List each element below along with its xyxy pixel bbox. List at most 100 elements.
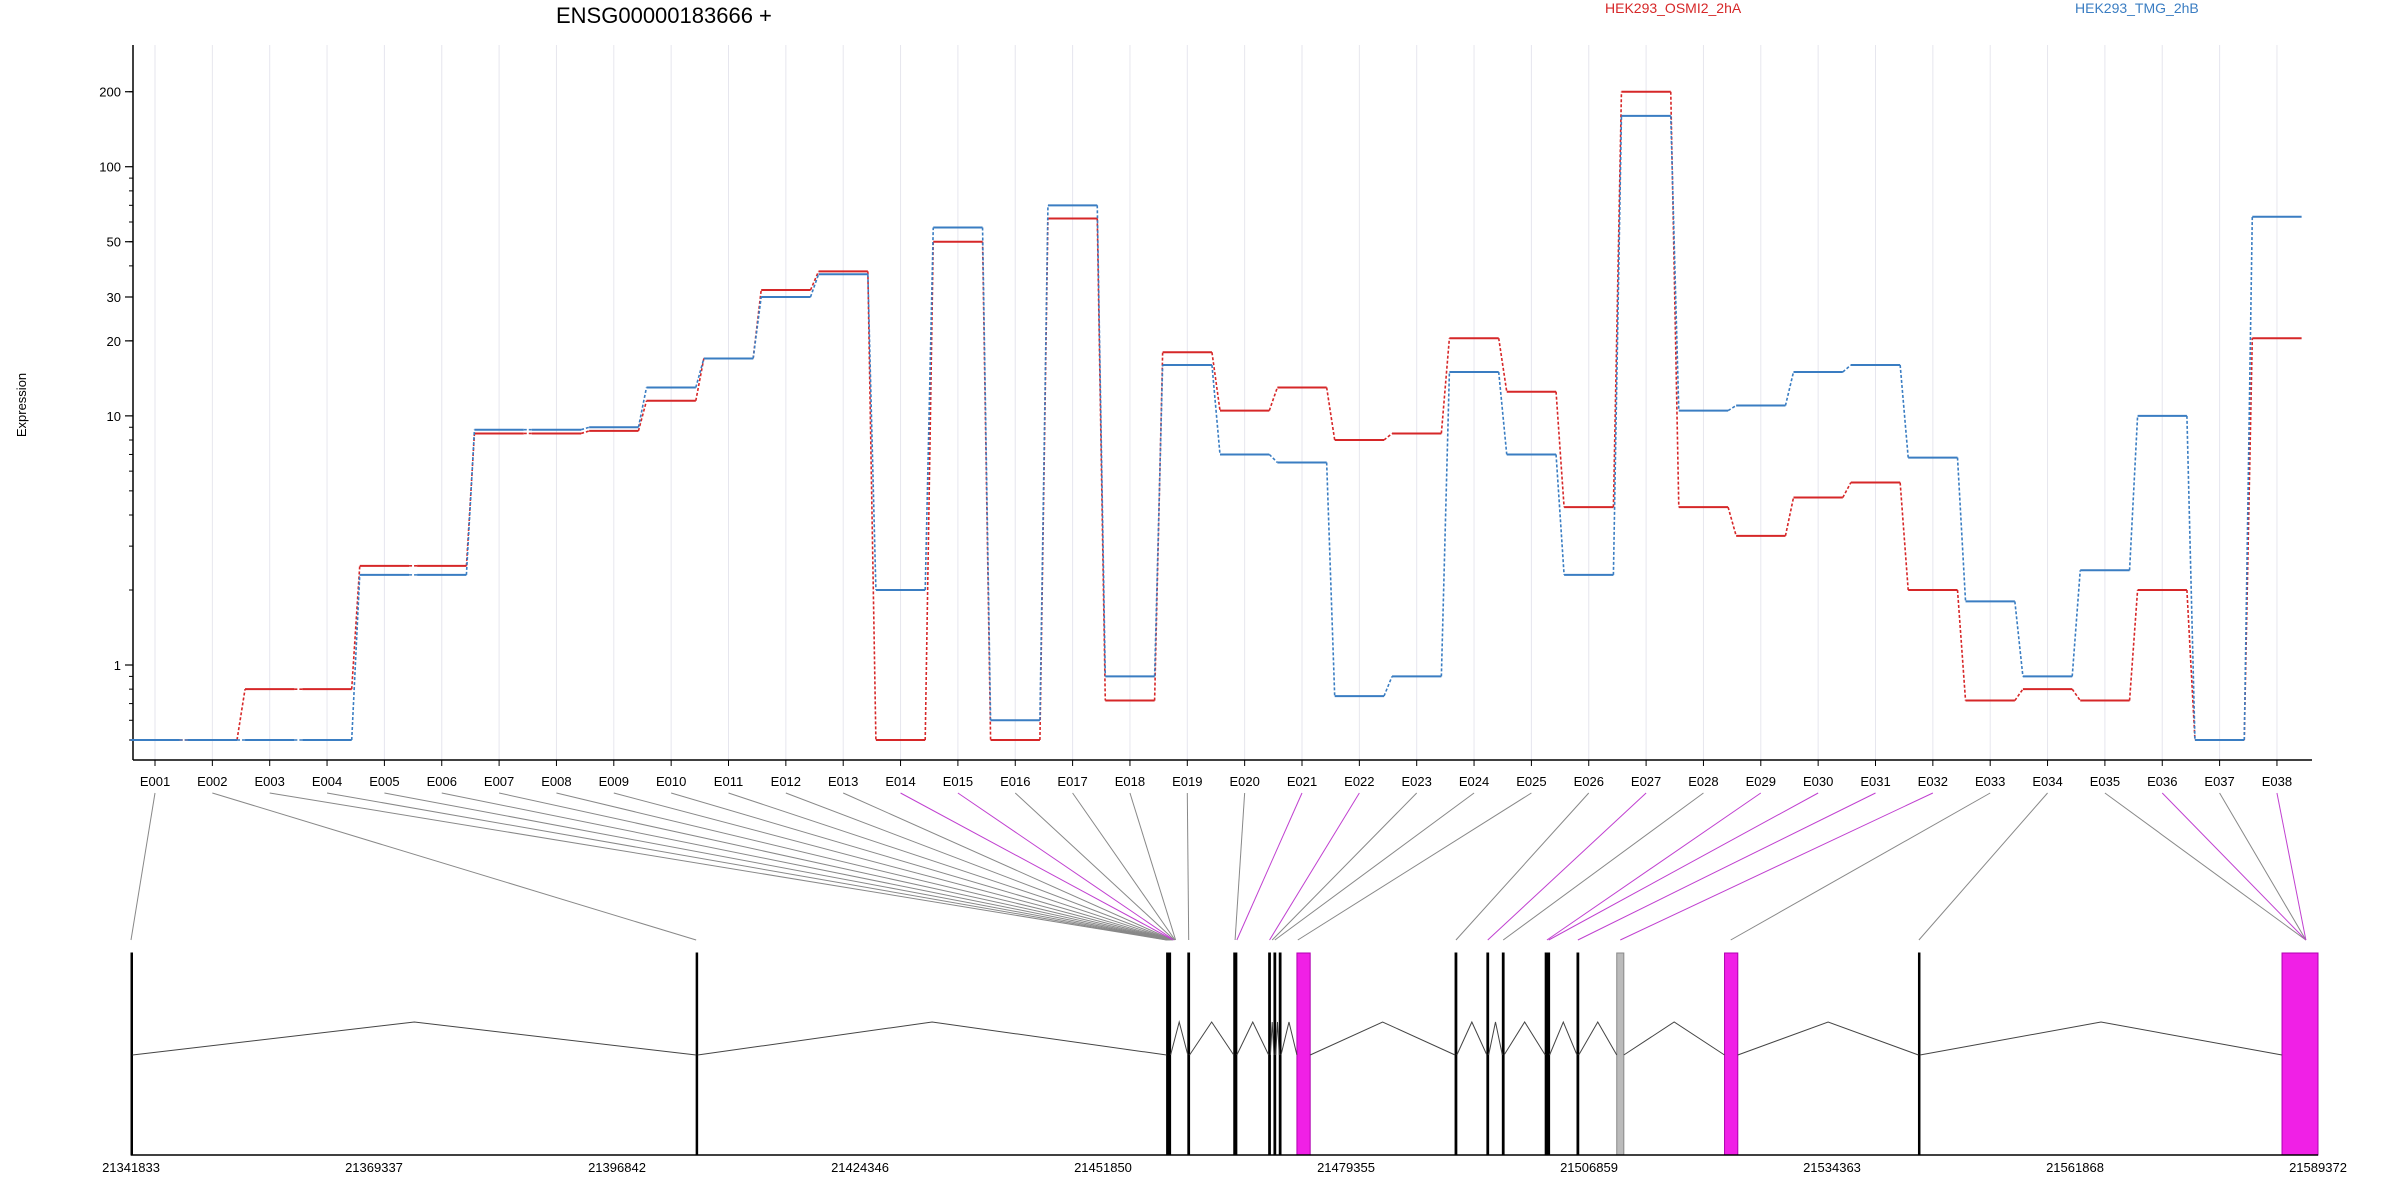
coordinate-label-4: 21424346 — [831, 1160, 889, 1175]
series-1-transition — [924, 241, 935, 741]
exon-block-15 — [1616, 952, 1625, 1156]
series-1-transition — [2071, 688, 2081, 702]
connector-e026 — [1455, 792, 1590, 941]
x-tick-label-e012: E012 — [771, 774, 801, 789]
x-tick-label-e016: E016 — [1000, 774, 1030, 789]
intron-5 — [1236, 1020, 1270, 1056]
connector-e032 — [1620, 792, 1934, 941]
x-tick-label-e024: E024 — [1459, 774, 1489, 789]
connector-e005 — [384, 792, 1168, 941]
vertical-gridlines — [154, 45, 2278, 760]
series-1-transition — [867, 271, 877, 741]
series-1-transition — [1268, 387, 1279, 411]
intron-14 — [1578, 1020, 1618, 1056]
gene-model-track — [130, 952, 2319, 1156]
x-tick-label-e017: E017 — [1057, 774, 1087, 789]
intron-15 — [1623, 1021, 1725, 1056]
series-1-transition — [637, 400, 648, 432]
intron-17 — [1919, 1021, 2283, 1056]
series-1-transition — [236, 689, 246, 741]
series-2-transition — [1784, 371, 1795, 406]
intron-10 — [1456, 1020, 1488, 1056]
connector-e037 — [2219, 792, 2307, 941]
coordinate-label-5: 21451850 — [1074, 1160, 1132, 1175]
series-2-transition — [1669, 115, 1680, 411]
connector-e024 — [1274, 792, 1475, 941]
intron-11 — [1488, 1021, 1503, 1056]
connector-e021 — [1236, 792, 1303, 941]
x-tick-label-e023: E023 — [1402, 774, 1432, 789]
exon-block-16 — [1724, 952, 1739, 1156]
x-tick-label-e003: E003 — [255, 774, 285, 789]
x-tick-label-e002: E002 — [197, 774, 227, 789]
connector-e018 — [1129, 792, 1177, 941]
series-2-transition — [1727, 404, 1737, 412]
series-1-transition — [1497, 338, 1508, 392]
series-2-transition — [350, 574, 361, 741]
series-2-transition — [1612, 115, 1623, 575]
x-tick-label-e006: E006 — [427, 774, 457, 789]
x-tick-label-e038: E038 — [2262, 774, 2292, 789]
connector-e017 — [1072, 792, 1176, 941]
x-tick-label-e010: E010 — [656, 774, 686, 789]
connector-e019 — [1186, 792, 1190, 941]
series-2-transition — [752, 296, 762, 359]
x-tick-label-e009: E009 — [599, 774, 629, 789]
series-1-transition — [695, 358, 705, 401]
connector-e023 — [1271, 792, 1418, 941]
x-tick-label-e015: E015 — [943, 774, 973, 789]
coordinate-label-6: 21479355 — [1317, 1160, 1375, 1175]
genomic-coordinate-labels: 21341833 21369337 21396842 21424346 21451850… — [102, 1160, 2347, 1175]
intron-1 — [132, 1021, 697, 1056]
exon-connector-lines — [130, 792, 2307, 941]
connector-e008 — [556, 792, 1170, 941]
coordinate-label-7: 21506859 — [1560, 1160, 1618, 1175]
y-tick-label: 30 — [107, 290, 121, 305]
series-2-transition — [1440, 371, 1451, 677]
x-tick-labels: E001 E002 E003 E004 E005 E006 E007 E008 E009 E010… — [140, 774, 2292, 789]
intron-3 — [1170, 1020, 1189, 1056]
intron-9 — [1309, 1021, 1456, 1056]
series-2-transition — [465, 429, 476, 575]
series-2-transition — [2014, 601, 2024, 677]
x-tick-label-e030: E030 — [1803, 774, 1833, 789]
x-tick-label-e011: E011 — [714, 774, 743, 789]
series-1-transition — [1842, 482, 1852, 498]
series-2-transition — [1383, 676, 1393, 697]
connector-e015 — [957, 792, 1175, 941]
connector-e011 — [728, 792, 1172, 941]
series-2-transition — [981, 227, 992, 721]
series-1-transition — [2014, 688, 2024, 702]
series-2-transition — [1899, 364, 1909, 458]
y-tick-label: 20 — [107, 334, 121, 349]
coordinate-label-9: 21561868 — [2046, 1160, 2104, 1175]
series-1-transition — [1612, 91, 1623, 508]
connector-e001 — [130, 792, 156, 941]
intron-13 — [1549, 1020, 1578, 1056]
intron-7 — [1275, 1021, 1280, 1056]
connector-e020 — [1234, 792, 1246, 941]
connector-e003 — [269, 792, 1167, 941]
series-lines — [130, 90, 2302, 741]
intron-4 — [1189, 1021, 1235, 1056]
series-2-transition — [695, 358, 705, 388]
series-2-transition — [867, 274, 877, 591]
connector-e038 — [2276, 792, 2307, 941]
x-tick-label-e037: E037 — [2204, 774, 2234, 789]
x-tick-label-e028: E028 — [1688, 774, 1718, 789]
x-tick-label-e013: E013 — [828, 774, 858, 789]
connector-e035 — [2104, 792, 2307, 941]
x-tick-label-e035: E035 — [2090, 774, 2120, 789]
x-tick-label-e018: E018 — [1115, 774, 1145, 789]
series-2-transition — [1096, 205, 1107, 677]
exon-block-9 — [1296, 952, 1311, 1156]
coordinate-label-2: 21369337 — [345, 1160, 403, 1175]
connector-e028 — [1502, 792, 1704, 941]
intron-12 — [1503, 1021, 1546, 1056]
connector-e013 — [842, 792, 1173, 941]
x-tick-label-e001: E001 — [140, 774, 170, 789]
series-2-transition — [1153, 364, 1164, 677]
series-2-transition — [580, 426, 590, 431]
x-tick-label-e032: E032 — [1918, 774, 1948, 789]
